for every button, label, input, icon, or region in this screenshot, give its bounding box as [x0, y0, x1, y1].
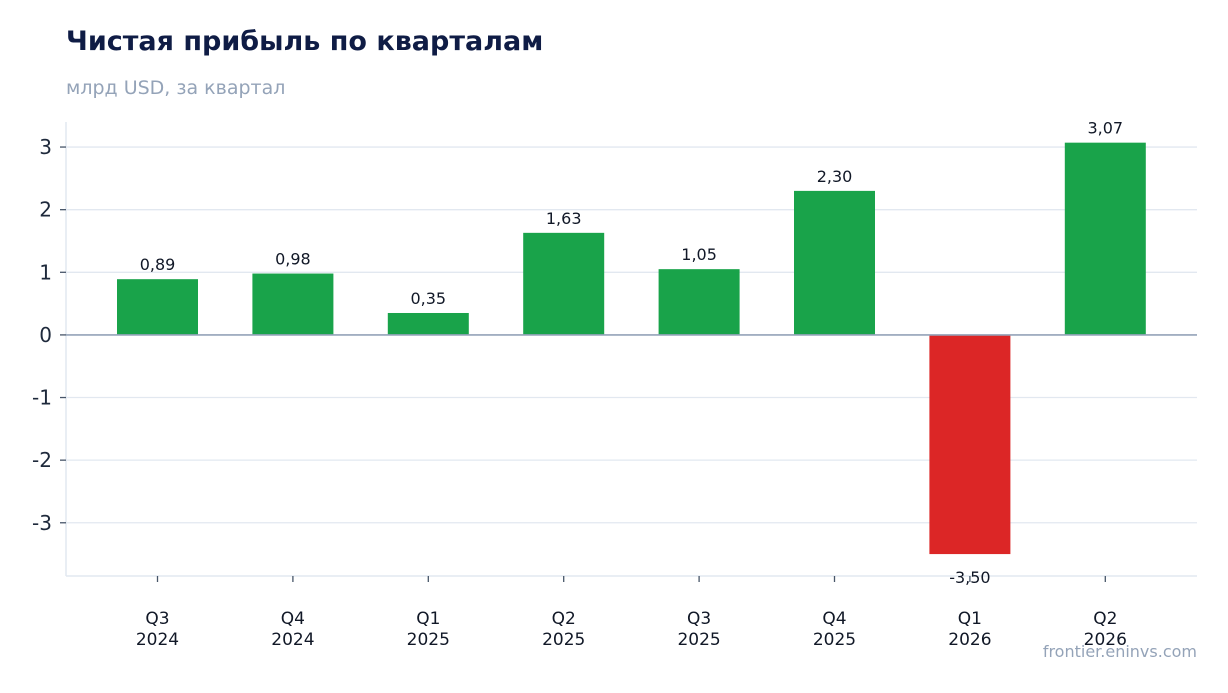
y-tick-label: -3: [32, 511, 52, 535]
y-tick-label: -1: [32, 386, 52, 410]
x-tick-label-quarter: Q1: [416, 609, 440, 629]
y-axis-ticks: -3 -2 -1 0 1 2 3: [32, 135, 66, 535]
data-label: 3,07: [1087, 119, 1123, 138]
bars: [117, 142, 1146, 555]
x-tick-label-quarter: Q3: [687, 609, 711, 629]
y-tick-label: 3: [39, 135, 52, 159]
x-tick-label-year: 2024: [136, 630, 179, 650]
x-tick-label-quarter: Q4: [822, 609, 846, 629]
x-tick-label-year: 2025: [677, 630, 720, 650]
bar: [658, 269, 740, 335]
x-tick-label-year: 2026: [1084, 630, 1127, 650]
x-tick-label-year: 2025: [542, 630, 585, 650]
x-tick-label-quarter: Q2: [1093, 609, 1117, 629]
source-watermark: frontier.eninvs.com: [1042, 642, 1197, 661]
bar: [117, 279, 198, 335]
data-label: 0,89: [140, 255, 176, 274]
data-label: 0,98: [275, 250, 311, 269]
x-tick-label-quarter: Q4: [281, 609, 305, 629]
x-tick-label-quarter: Q3: [145, 609, 169, 629]
y-tick-label: -2: [32, 448, 52, 472]
x-tick-label-year: 2026: [948, 630, 991, 650]
x-tick-label-year: 2025: [813, 630, 856, 650]
chart-title: Чистая прибыль по кварталам: [66, 26, 544, 57]
x-tick-label-year: 2025: [407, 630, 450, 650]
x-tick-label-quarter: Q2: [552, 609, 576, 629]
y-tick-label: 1: [39, 260, 52, 284]
data-label: 1,63: [546, 209, 582, 228]
bar: [1064, 142, 1146, 335]
x-tick-label-quarter: Q1: [958, 609, 982, 629]
bar: [387, 312, 469, 335]
y-tick-label: 2: [39, 198, 52, 222]
bar: [252, 273, 334, 335]
bar: [523, 232, 605, 335]
bar: [794, 190, 875, 335]
data-label: 0,35: [410, 289, 446, 308]
chart-subtitle: млрд USD, за квартал: [66, 77, 286, 99]
data-labels: 0,89 0,980,351,631,052,30-3,503,07: [140, 119, 1123, 587]
data-label: 2,30: [817, 167, 853, 186]
x-tick-label-year: 2024: [271, 630, 314, 650]
y-tick-label: 0: [39, 323, 52, 347]
x-axis-ticks: Q32024Q42024Q12025Q22025Q32025Q42025Q120…: [136, 576, 1127, 650]
bar: [929, 334, 1011, 555]
data-label: 1,05: [681, 245, 717, 264]
